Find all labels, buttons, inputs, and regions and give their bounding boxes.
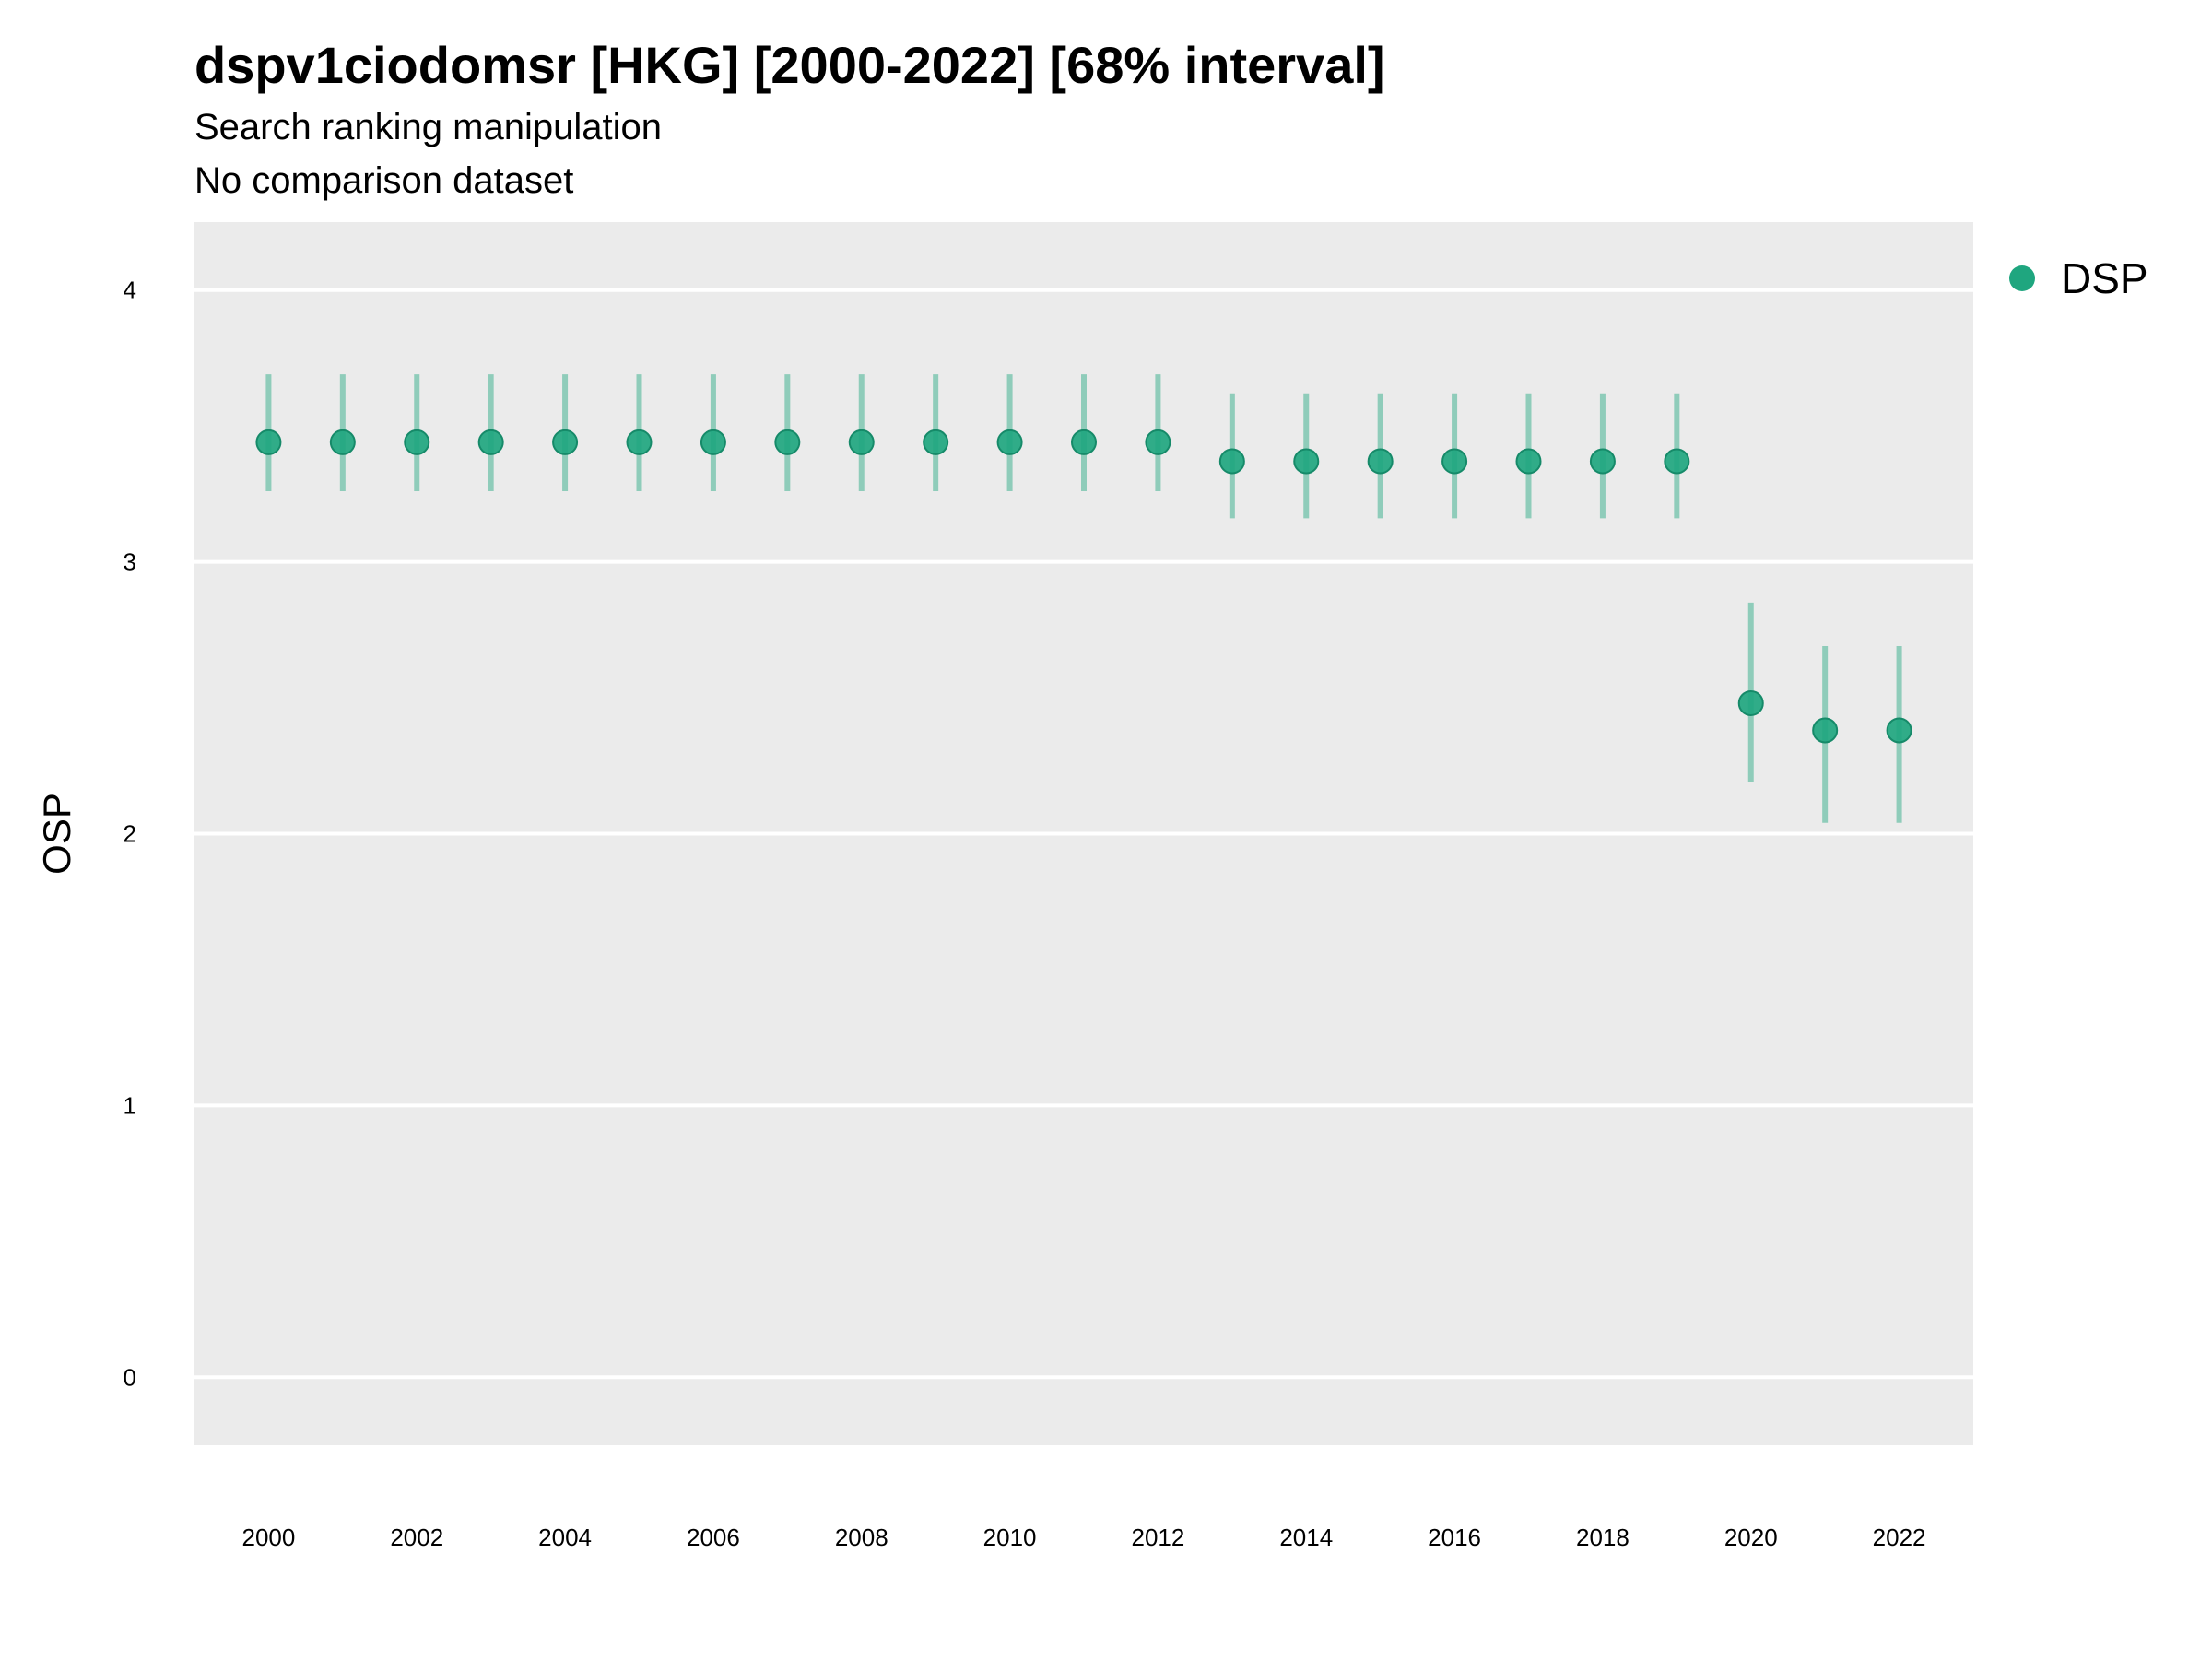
x-tick-label: 2020 — [1724, 1524, 1778, 1551]
data-point — [848, 429, 875, 455]
data-point — [1737, 689, 1764, 716]
y-tick-label: 4 — [124, 276, 136, 304]
x-tick-label: 2018 — [1576, 1524, 1630, 1551]
legend-key-dsp — [2009, 265, 2035, 291]
x-tick-label: 2002 — [390, 1524, 443, 1551]
data-point — [1886, 717, 1912, 744]
data-point — [1441, 448, 1468, 475]
data-point — [1367, 448, 1394, 475]
data-point — [923, 429, 949, 455]
chart-subtitle: Search ranking manipulation — [194, 107, 662, 147]
data-point — [996, 429, 1023, 455]
y-tick-label: 2 — [124, 820, 136, 848]
x-tick-label: 2022 — [1873, 1524, 1926, 1551]
data-point — [404, 429, 430, 455]
data-point — [1812, 717, 1839, 744]
x-tick-label: 2004 — [538, 1524, 592, 1551]
x-tick-label: 2010 — [983, 1524, 1037, 1551]
data-point — [1071, 429, 1097, 455]
x-tick-label: 2000 — [241, 1524, 295, 1551]
data-point — [1145, 429, 1171, 455]
data-point — [626, 429, 653, 455]
data-point — [1515, 448, 1542, 475]
x-tick-label: 2012 — [1131, 1524, 1184, 1551]
gridlines — [194, 288, 1973, 1380]
y-axis-label: OSP — [35, 793, 78, 875]
data-point — [774, 429, 801, 455]
y-tick-label: 0 — [124, 1363, 136, 1391]
chart-title: dspv1ciodomsr [HKG] [2000-2022] [68% int… — [194, 36, 1385, 94]
data-points — [255, 429, 1912, 744]
data-point — [477, 429, 504, 455]
x-tick-label: 2006 — [687, 1524, 740, 1551]
x-tick-label: 2014 — [1279, 1524, 1333, 1551]
x-tick-label: 2008 — [835, 1524, 888, 1551]
data-point — [255, 429, 282, 455]
data-point — [329, 429, 356, 455]
chart-caption: No comparison dataset — [194, 160, 574, 201]
y-tick-label: 3 — [124, 548, 136, 576]
x-axis-ticks: 2000 2002 2004 2006 2008 2010 2012 2014 2016 2018… — [241, 1524, 1925, 1551]
legend: DSP — [2009, 253, 2148, 303]
data-point — [1218, 448, 1245, 475]
data-point — [1589, 448, 1616, 475]
legend-label-dsp: DSP — [2061, 254, 2148, 302]
x-tick-label: 2016 — [1428, 1524, 1481, 1551]
data-point — [552, 429, 579, 455]
y-axis-ticks: 0 1 2 3 4 — [124, 276, 136, 1392]
data-point — [700, 429, 726, 455]
data-point — [1664, 448, 1690, 475]
data-point — [1293, 448, 1320, 475]
y-tick-label: 1 — [124, 1091, 136, 1119]
